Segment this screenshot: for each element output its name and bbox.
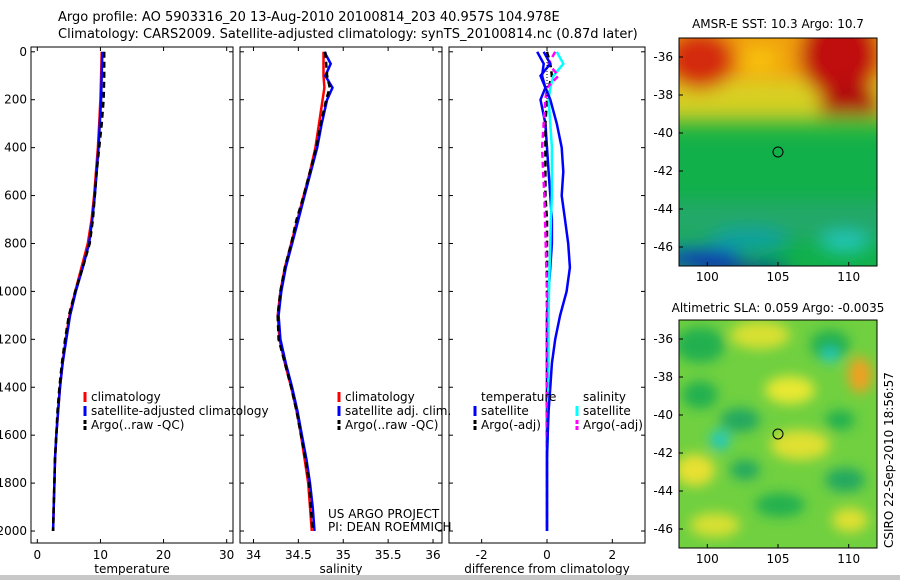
legend-diff-temp-argo-label: Argo(-adj) (481, 418, 541, 432)
depth-tick-label: 800 (4, 236, 27, 250)
difference-series-salinity-satellite (545, 51, 565, 531)
depth-tick-label: 1600 (0, 428, 27, 442)
sst_map-ytick-label: -46 (653, 240, 673, 254)
sst_map-ytick-label: -36 (653, 50, 673, 64)
sla-map (679, 320, 877, 548)
bottom-strip (0, 575, 900, 580)
depth-tick-label: 1200 (0, 332, 27, 346)
sst_map-xtick-label: 100 (696, 270, 719, 284)
sst_map-title: AMSR-E SST: 10.3 Argo: 10.7 (692, 17, 864, 31)
panel-temperature: 0 10 20 30 temperature 0 200 400 600 800 1000 1200 1… (0, 45, 234, 576)
temperature-series-climatology (51, 51, 103, 532)
sst_map-ytick-label: -40 (653, 126, 673, 140)
salinity-xtick-label: 35.5 (375, 548, 402, 562)
difference-xtick-label: -2 (476, 548, 488, 562)
sla_map-argo-marker (772, 428, 784, 440)
legend-diff-temperature-title: temperature (481, 390, 556, 404)
sst_map-ytick-label: -38 (653, 88, 673, 102)
temperature-series-satellite-adjusted-climatology (51, 51, 104, 532)
legend-diff-temp-satellite-label: satellite (481, 404, 529, 418)
sla_map-title: Altimetric SLA: 0.059 Argo: -0.0035 (672, 301, 885, 315)
credit-pi: PI: DEAN ROEMMICH (328, 520, 452, 534)
difference-xtick-label: 0 (543, 548, 551, 562)
salinity-xtick-label: 35 (336, 548, 351, 562)
title-line-1: Argo profile: AO 5903316_20 13-Aug-2010 … (58, 10, 560, 25)
sla_map-ytick-label: -36 (653, 332, 673, 346)
sst_map-argo-marker (772, 146, 784, 158)
sst-map (679, 38, 877, 266)
legend-diff-sal-argo-label: Argo(-adj) (583, 418, 643, 432)
sla_map-xtick-label: 110 (837, 552, 860, 566)
temperature-xtick-label: 30 (219, 548, 234, 562)
side-label: CSIRO 22-Sep-2010 18:56:57 (882, 372, 896, 548)
sla_map-ytick-label: -44 (653, 484, 673, 498)
depth-tick-label: 1800 (0, 476, 27, 490)
sla_map-ytick-label: -46 (653, 522, 673, 536)
legend-sal-argo-label: Argo(..raw -QC) (345, 418, 438, 432)
panel-salinity: 34 34.5 35 35.5 36 salinity (239, 46, 443, 576)
sst_map-axes: AMSR-E SST: 10.3 Argo: 10.7 100 105 110 -36 -… (653, 17, 878, 284)
depth-tick-label: 1400 (0, 380, 27, 394)
temperature-xtick-label: 20 (156, 548, 171, 562)
salinity-xtick-label: 34 (246, 548, 261, 562)
legend-temp-climatology-label: climatology (91, 390, 161, 404)
temperature-axes-box (30, 46, 234, 544)
sla_map-axes: Altimetric SLA: 0.059 Argo: -0.0035 100 10… (653, 301, 884, 566)
depth-tick-label: 200 (4, 93, 27, 107)
legend-sal-climatology-label: climatology (345, 390, 415, 404)
credit-project: US ARGO PROJECT (328, 507, 440, 521)
depth-tick-label: 1000 (0, 284, 27, 298)
sst_map-ytick-label: -42 (653, 164, 673, 178)
legend-temp-satellite-label: satellite-adjusted climatology (91, 404, 269, 418)
depth-tick-label: 400 (4, 141, 27, 155)
sla_map-xtick-label: 100 (696, 552, 719, 566)
sla_map-ytick-label: -38 (653, 370, 673, 384)
depth-tick-label: 600 (4, 189, 27, 203)
temperature-xtick-label: 0 (33, 548, 41, 562)
temperature-xtick-label: 10 (93, 548, 108, 562)
title-line-2: Climatology: CARS2009. Satellite-adjuste… (58, 27, 638, 42)
sst_map-ytick-label: -44 (653, 202, 673, 216)
salinity-xlabel: salinity (319, 562, 362, 576)
sla_map-ytick-label: -42 (653, 446, 673, 460)
difference-xtick-label: 2 (609, 548, 617, 562)
salinity-series-satellite-adj-clim- (277, 51, 334, 532)
salinity-xtick-label: 34.5 (285, 548, 312, 562)
legend-diff-salinity-title: salinity (583, 390, 626, 404)
salinity-series-climatology (276, 51, 326, 532)
sst_map-xtick-label: 105 (767, 270, 790, 284)
legend-temp-argo-label: Argo(..raw -QC) (91, 418, 184, 432)
difference-xlabel: difference from climatology (464, 562, 630, 576)
legend-sal-satellite-label: satellite adj. clim. (345, 404, 451, 418)
sla_map-xtick-label: 105 (767, 552, 790, 566)
salinity-axes-box (239, 46, 443, 544)
temperature-xlabel: temperature (94, 562, 169, 576)
salinity-xtick-label: 36 (425, 548, 440, 562)
sla_map-ytick-label: -40 (653, 408, 673, 422)
difference-series-salinity-satellite-minus-clim-extra- (539, 51, 572, 531)
legend-diff-sal-satellite-label: satellite (583, 404, 631, 418)
sst_map-xtick-label: 110 (837, 270, 860, 284)
depth-tick-label: 0 (19, 45, 27, 59)
depth-tick-label: 2000 (0, 524, 27, 538)
temperature-series-argo-raw-qc- (51, 51, 106, 532)
salinity-series-argo-raw-qc- (276, 51, 332, 532)
